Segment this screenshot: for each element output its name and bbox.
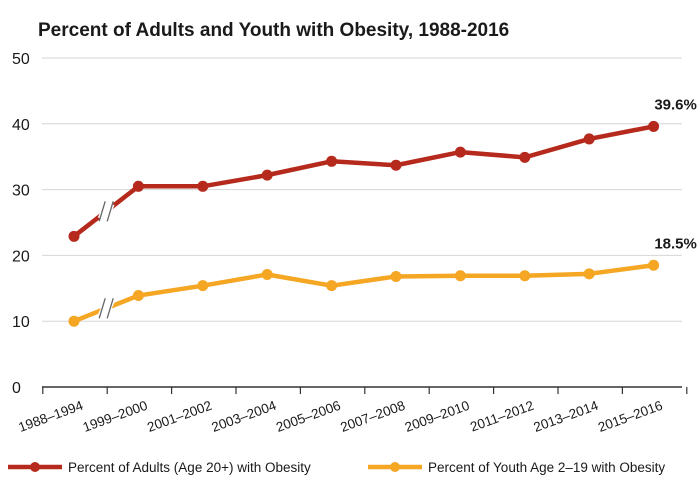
y-tick-label-50: 50 [12,51,30,68]
y-tick-label-0: 0 [12,380,21,397]
x-tick-label: 2013–2014 [532,398,601,435]
break-slash [98,201,106,222]
data-point [197,180,209,192]
data-point [519,270,531,282]
data-point [390,270,402,282]
x-tick-label: 2007–2008 [338,398,407,435]
break-slash [98,298,106,319]
axis-break-marks [97,201,115,319]
legend: Percent of Adults (Age 20+) with Obesity… [8,460,665,475]
data-point [68,315,80,327]
chart-title: Percent of Adults and Youth with Obesity… [38,20,509,41]
x-axis-ticks: 1988–19941999–20002001–20022003–20042005… [16,387,688,435]
data-point [390,159,402,171]
data-point [261,268,273,280]
x-tick-label: 1988–1994 [16,398,85,435]
data-point [197,280,209,292]
x-tick-label: 2003–2004 [210,398,279,435]
x-tick-label: 2005–2006 [274,398,343,435]
y-tick-label-10: 10 [12,314,30,331]
y-tick-label-40: 40 [12,117,30,134]
data-point [583,268,595,280]
break-slash [106,298,114,319]
data-labels: 39.6% 18.5% [654,96,697,252]
grid-lines [42,57,682,322]
end-value-label: 39.6% [654,96,697,113]
data-point [68,230,80,242]
legend-label: Percent of Adults (Age 20+) with Obesity [68,460,311,475]
y-tick-label-30: 30 [12,183,30,200]
data-point [454,270,466,282]
x-tick-label: 1999–2000 [81,398,150,435]
x-tick-label: 2015–2016 [596,398,665,435]
data-point [261,169,273,181]
y-tick-label-20: 20 [12,248,30,265]
data-point [454,146,466,158]
data-point [519,151,531,163]
series-line-0 [71,124,656,239]
data-point [648,120,660,132]
break-slash [106,201,114,222]
series-line-1 [71,263,656,324]
data-point [648,259,660,271]
legend-label: Percent of Youth Age 2–19 with Obesity [428,460,665,475]
break-gap [97,201,115,222]
legend-swatch-marker [30,462,40,472]
y-axis-ticks: 0 10 20 30 40 50 [12,51,30,397]
x-tick-label: 2011–2012 [468,398,536,435]
data-point [132,290,144,302]
data-point [326,155,338,167]
end-value-label: 18.5% [654,235,697,252]
data-point [326,280,338,292]
data-point [132,180,144,192]
series-layer [68,120,660,327]
break-gap [97,298,115,319]
x-tick-label: 2001–2002 [145,398,214,435]
data-point [583,133,595,145]
legend-swatch-marker [390,462,400,472]
x-tick-label: 2009–2010 [403,398,472,435]
